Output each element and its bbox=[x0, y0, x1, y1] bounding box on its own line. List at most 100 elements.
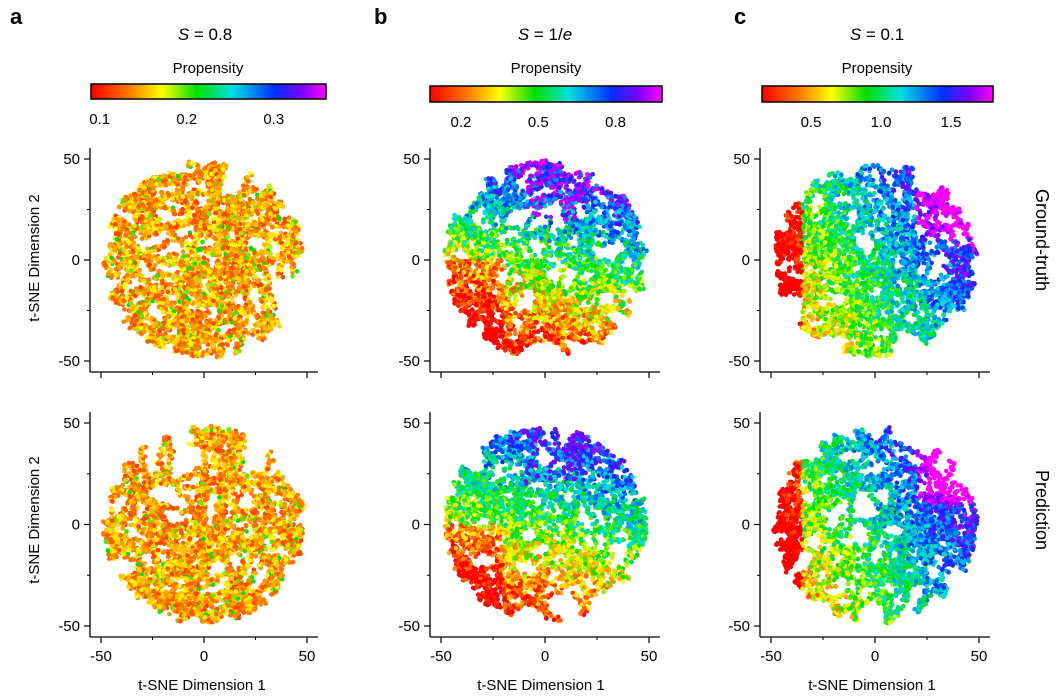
data-point bbox=[167, 320, 172, 325]
data-point bbox=[147, 263, 152, 268]
data-point bbox=[219, 182, 224, 187]
data-point bbox=[146, 254, 151, 259]
data-point bbox=[232, 312, 237, 317]
data-point bbox=[210, 252, 215, 257]
data-point bbox=[184, 319, 189, 324]
data-point bbox=[141, 253, 146, 258]
data-point bbox=[562, 274, 567, 279]
colorbar-a bbox=[91, 84, 326, 99]
data-point bbox=[246, 314, 251, 319]
data-point bbox=[285, 241, 290, 246]
data-point bbox=[107, 260, 112, 265]
data-point bbox=[171, 172, 176, 177]
data-point bbox=[128, 209, 133, 214]
data-point bbox=[187, 173, 192, 178]
data-point bbox=[201, 261, 206, 266]
data-point bbox=[223, 335, 228, 340]
data-point bbox=[143, 311, 148, 316]
data-point bbox=[214, 337, 219, 342]
data-point bbox=[144, 219, 149, 224]
data-point bbox=[242, 193, 247, 198]
y-tick-label: 50 bbox=[403, 151, 420, 168]
data-point bbox=[174, 225, 179, 230]
data-point bbox=[239, 231, 244, 236]
data-point bbox=[244, 269, 249, 274]
data-point bbox=[139, 326, 144, 331]
data-point bbox=[258, 297, 263, 302]
data-point bbox=[557, 268, 562, 273]
data-point bbox=[145, 339, 150, 344]
data-point bbox=[192, 213, 197, 218]
data-point bbox=[207, 269, 212, 274]
data-point bbox=[122, 307, 127, 312]
data-point bbox=[234, 230, 239, 235]
data-point bbox=[177, 300, 182, 305]
data-point bbox=[230, 273, 235, 278]
data-point bbox=[183, 218, 188, 223]
data-point bbox=[212, 295, 217, 300]
data-point bbox=[281, 275, 286, 280]
data-point bbox=[204, 236, 209, 241]
data-point bbox=[127, 326, 132, 331]
data-point bbox=[260, 306, 265, 311]
data-point bbox=[278, 235, 283, 240]
data-point bbox=[260, 218, 265, 223]
data-point bbox=[211, 321, 216, 326]
data-point bbox=[150, 249, 155, 254]
data-point bbox=[216, 164, 221, 169]
data-point bbox=[267, 280, 272, 285]
data-point bbox=[277, 324, 282, 329]
data-point bbox=[272, 304, 277, 309]
data-point bbox=[223, 310, 228, 315]
data-point bbox=[291, 235, 296, 240]
data-point bbox=[189, 291, 194, 296]
data-point bbox=[253, 274, 258, 279]
data-point bbox=[134, 218, 139, 223]
data-point bbox=[150, 316, 155, 321]
data-point bbox=[215, 250, 220, 255]
data-point bbox=[164, 225, 169, 230]
data-point bbox=[157, 328, 162, 333]
data-point bbox=[195, 237, 200, 242]
data-point bbox=[280, 246, 285, 251]
data-point bbox=[200, 240, 205, 245]
data-point bbox=[255, 196, 260, 201]
data-point bbox=[115, 287, 120, 292]
data-point bbox=[153, 289, 158, 294]
data-point bbox=[253, 187, 258, 192]
data-point bbox=[136, 205, 141, 210]
data-point bbox=[228, 253, 233, 258]
data-point bbox=[186, 325, 191, 330]
data-point bbox=[211, 299, 216, 304]
colorbar-tick-label: 0.3 bbox=[263, 111, 284, 128]
data-point bbox=[236, 267, 241, 272]
colorbar-tick-label: 0.2 bbox=[451, 114, 472, 131]
data-point bbox=[150, 221, 155, 226]
data-point bbox=[161, 179, 166, 184]
data-point bbox=[202, 295, 207, 300]
data-point bbox=[202, 166, 207, 171]
data-point bbox=[142, 278, 147, 283]
data-point bbox=[244, 256, 249, 261]
data-point bbox=[194, 220, 199, 225]
data-point bbox=[154, 321, 159, 326]
data-point bbox=[276, 201, 281, 206]
data-point bbox=[279, 231, 284, 236]
data-point bbox=[184, 273, 189, 278]
data-point bbox=[176, 218, 181, 223]
data-point bbox=[233, 316, 238, 321]
data-point bbox=[134, 318, 139, 323]
data-point bbox=[250, 332, 255, 337]
data-point bbox=[256, 336, 261, 341]
data-point bbox=[212, 161, 217, 166]
data-point bbox=[201, 350, 206, 355]
data-point bbox=[190, 281, 195, 286]
data-point bbox=[202, 256, 207, 261]
data-point bbox=[287, 254, 292, 259]
data-point bbox=[178, 260, 183, 265]
data-point bbox=[285, 259, 290, 264]
data-point bbox=[235, 215, 240, 220]
data-point bbox=[166, 290, 171, 295]
data-point bbox=[106, 271, 111, 276]
